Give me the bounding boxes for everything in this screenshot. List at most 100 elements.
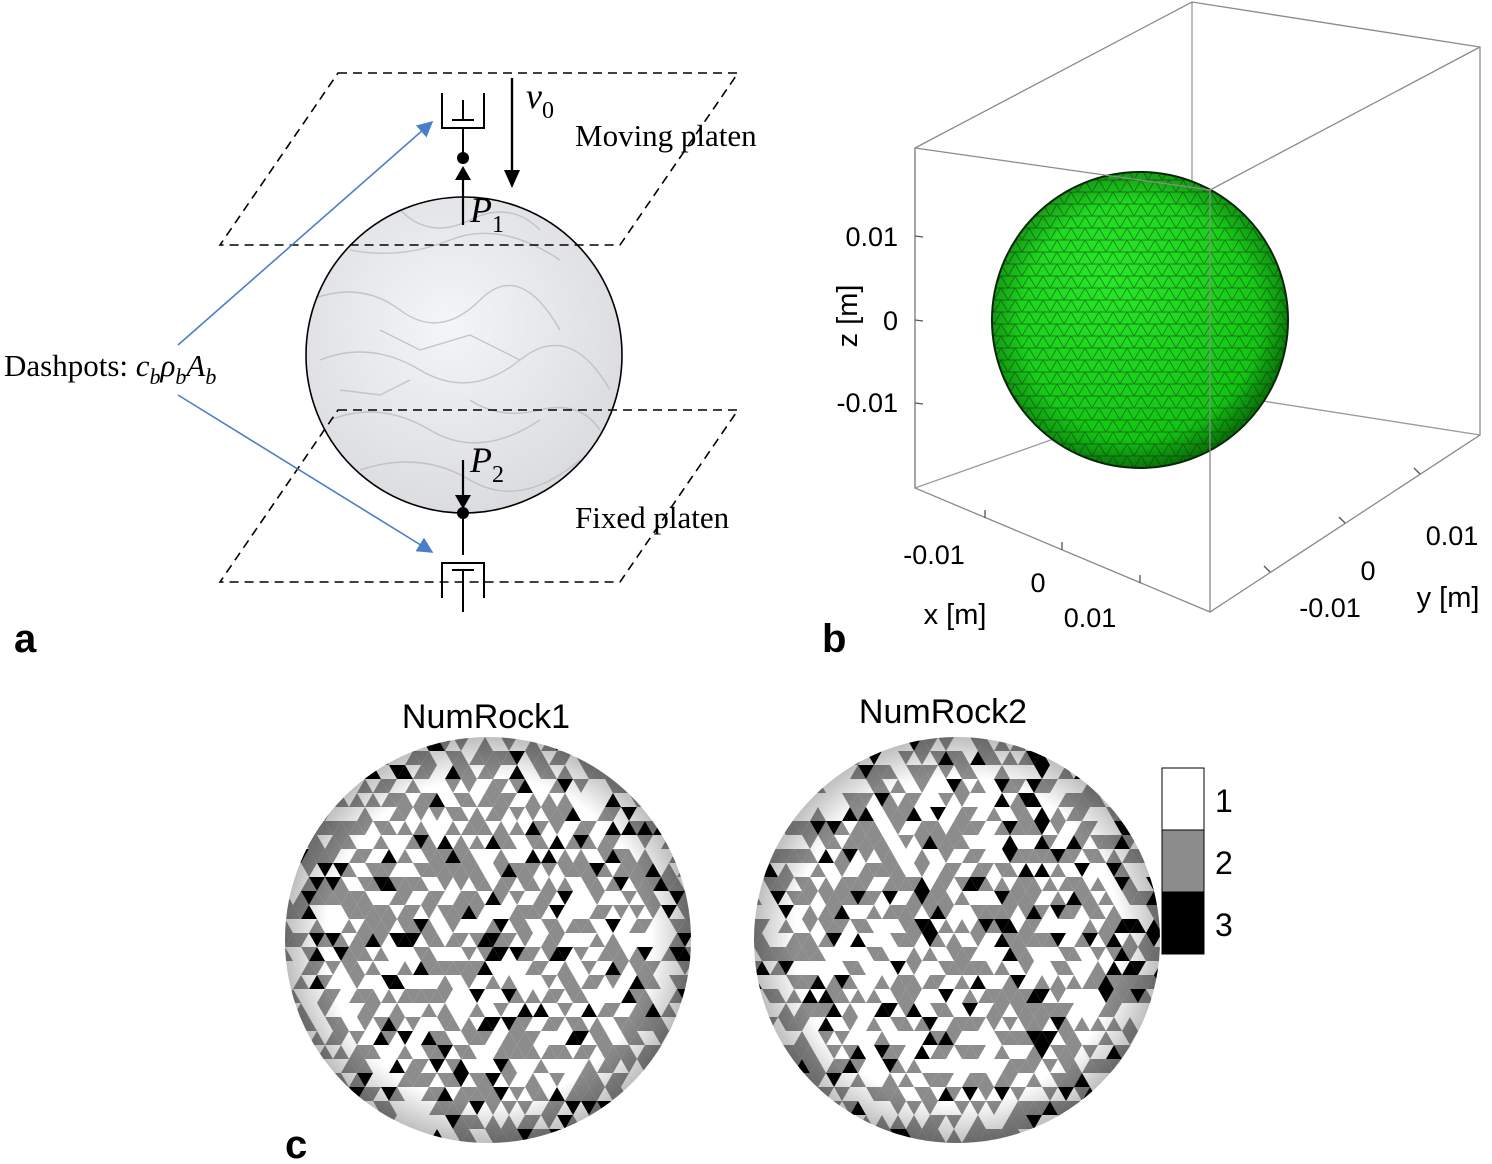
material-element [1178,1003,1194,1017]
material-element [738,793,754,807]
material-element [754,1017,770,1031]
material-element [701,863,717,877]
material-element [397,1129,413,1143]
material-element [565,737,581,751]
material-element [1106,1129,1122,1143]
material-element [709,779,725,793]
velocity-arrow [504,78,520,188]
material-element [605,751,621,765]
material-element [810,737,826,751]
material-element [717,891,733,905]
material-element [709,1073,725,1087]
material-element [309,1059,325,1073]
material-element [285,1017,301,1031]
material-element [1002,1143,1018,1157]
material-element [874,1129,890,1143]
material-element [754,821,762,835]
material-element [818,1143,834,1157]
material-element [1074,751,1090,765]
material-element [709,877,725,891]
material-element [317,1143,333,1157]
material-element [1074,737,1090,751]
material-element [669,1087,685,1101]
material-element [1122,779,1138,793]
material-element [325,1129,341,1143]
fixed-platen-label: Fixed platen [575,500,730,535]
material-element [589,1115,605,1129]
material-element [1170,1045,1186,1059]
material-element [301,737,317,751]
material-element [709,891,725,905]
material-element [269,849,285,863]
material-element [762,807,778,821]
material-element [389,737,405,751]
top-dashpot [441,93,485,155]
material-element [754,835,762,849]
material-element [285,1031,301,1045]
material-element [1130,793,1146,807]
material-element [693,891,709,905]
bottom-dashpot [441,519,485,612]
material-element [701,1129,717,1143]
material-element [1122,765,1138,779]
material-element [930,1143,946,1157]
material-element [709,933,725,947]
material-element [938,1143,954,1157]
material-element [818,765,834,779]
z-tick-1: 0 [883,306,898,336]
material-element [645,1087,661,1101]
material-element [1138,1087,1154,1101]
material-element [661,1087,677,1101]
material-element [717,1031,733,1045]
material-element [738,1045,754,1059]
material-element [762,751,778,765]
material-element [1162,1101,1178,1115]
material-element [818,1129,834,1143]
material-element [717,1143,733,1157]
material-element [770,1143,786,1157]
material-element [293,1101,309,1115]
material-element [693,751,709,765]
material-element [541,1143,557,1157]
material-element [285,1003,293,1017]
y-tick-2: -0.01 [1299,593,1361,623]
material-element [285,1031,293,1045]
material-element [669,1031,685,1045]
material-element [1186,1087,1202,1101]
material-element [778,765,794,779]
material-element [653,1143,669,1157]
material-element [1146,737,1160,751]
material-element [709,1115,725,1129]
material-element [1130,1045,1146,1059]
material-element [677,737,691,751]
material-element [746,1143,762,1157]
material-element [962,1143,978,1157]
material-element [1114,1143,1130,1157]
material-element [770,1087,786,1101]
material-element [1138,835,1154,849]
material-element [693,835,709,849]
material-element [1114,779,1130,793]
material-element [834,751,850,765]
material-element [1098,1101,1114,1115]
material-element [1114,1129,1130,1143]
material-element [285,751,301,765]
material-element [605,1129,621,1143]
material-element [709,863,725,877]
material-element [778,1059,794,1073]
material-element [621,765,637,779]
material-element [1090,765,1106,779]
material-element [653,1115,669,1129]
material-element [1034,737,1050,751]
x-tick-0: -0.01 [903,540,965,570]
material-element [794,1143,810,1157]
material-element [738,989,754,1003]
material-element [693,905,709,919]
material-element [1178,1073,1194,1087]
material-element [693,1115,709,1129]
material-element [1146,1115,1160,1129]
material-element [1138,1129,1154,1143]
material-element [645,737,661,751]
material-element [709,1003,725,1017]
